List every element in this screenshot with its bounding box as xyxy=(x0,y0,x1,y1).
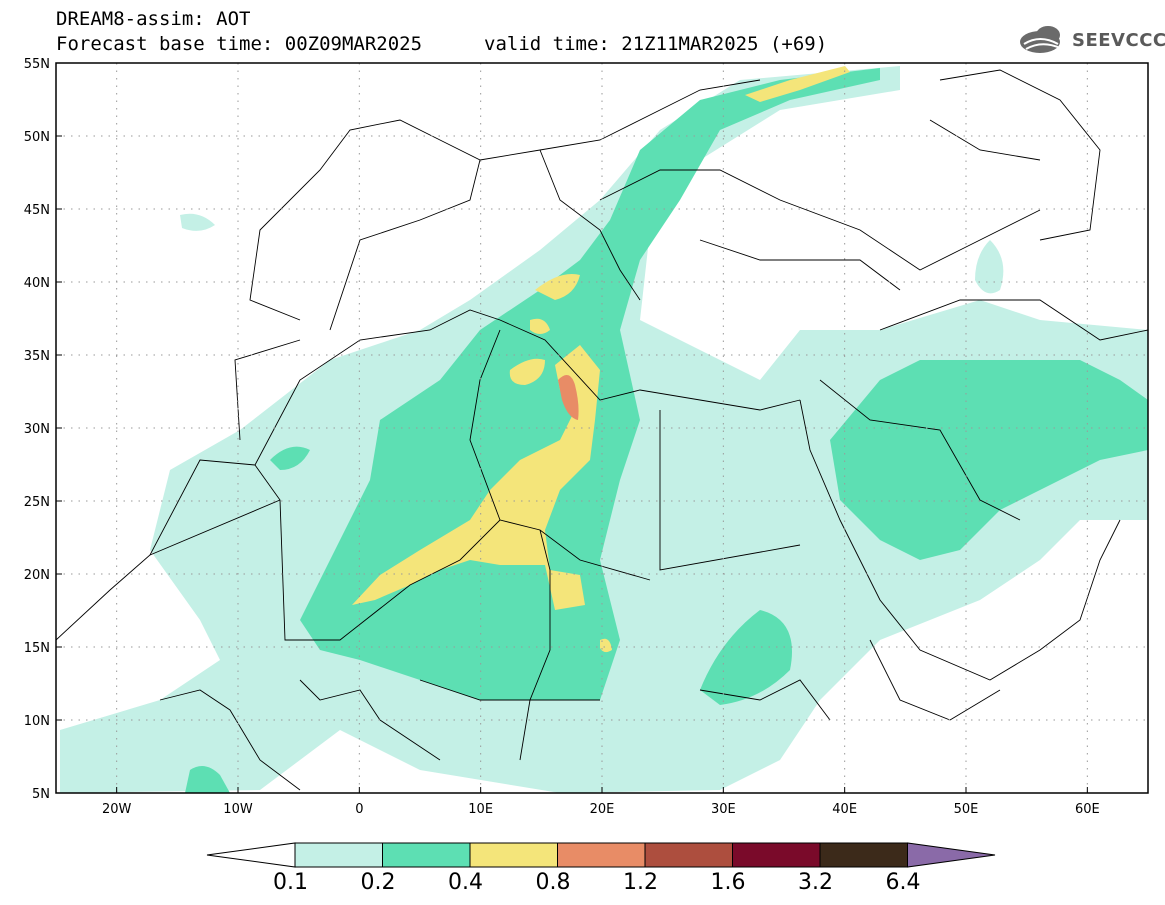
lon-tick-label: 20E xyxy=(590,802,615,817)
base-time-label: Forecast base time: 00Z09MAR2025 xyxy=(56,33,423,55)
colorbar-level-label: 6.4 xyxy=(885,870,921,895)
aot-region-very-high xyxy=(558,375,579,420)
aot-region-medium xyxy=(185,766,230,793)
cloud-logo-icon xyxy=(1020,26,1061,53)
lat-tick-label: 50N xyxy=(24,130,50,145)
lon-tick-label: 60E xyxy=(1075,802,1100,817)
aot-region-high xyxy=(530,318,550,334)
lon-tick-label: 20W xyxy=(102,802,132,817)
aot-region-light xyxy=(975,240,1004,294)
map-grid xyxy=(56,63,1148,793)
colorbar-level-label: 1.6 xyxy=(710,870,746,895)
lat-tick-label: 15N xyxy=(24,641,50,656)
valid-time-label: valid time: 21Z11MAR2025 (+69) xyxy=(484,33,828,55)
lat-tick-label: 30N xyxy=(24,422,50,437)
map-ticks: 20W 10W 0 10E 20E 30E 40E 50E 60E 5N 10N 15N 20N 25N 3… xyxy=(24,57,1100,817)
aot-region-high xyxy=(600,638,612,653)
colorbar-bin xyxy=(819,842,908,868)
colorbar xyxy=(206,842,996,868)
colorbar-level-label: 0.1 xyxy=(273,870,308,895)
aot-region-high xyxy=(535,274,580,300)
colorbar-level-label: 1.2 xyxy=(623,870,658,895)
lat-tick-label: 5N xyxy=(32,787,50,802)
colorbar-bin xyxy=(469,842,558,868)
lon-tick-label: 0 xyxy=(355,802,363,817)
aot-region-medium xyxy=(830,360,1148,560)
aot-region-medium xyxy=(270,446,310,470)
lat-tick-label: 45N xyxy=(24,203,50,218)
colorbar-level-label: 3.2 xyxy=(798,870,833,895)
aot-region-high xyxy=(352,345,600,610)
lat-tick-label: 25N xyxy=(24,495,50,510)
lon-tick-label: 30E xyxy=(711,802,736,817)
lon-tick-label: 10E xyxy=(468,802,493,817)
colorbar-level-label: 0.2 xyxy=(360,870,396,895)
colorbar-over-arrow xyxy=(907,842,996,868)
colorbar-bin xyxy=(294,842,383,868)
aot-region-light xyxy=(180,213,215,231)
country-borders xyxy=(56,69,1148,791)
colorbar-level-label: 0.4 xyxy=(448,870,483,895)
logo-text: SEEVCCC xyxy=(1072,30,1165,51)
lat-tick-label: 35N xyxy=(24,349,50,364)
aot-region-high xyxy=(745,66,850,102)
lat-tick-label: 20N xyxy=(24,568,50,583)
lat-tick-label: 10N xyxy=(24,714,50,729)
lon-tick-label: 10W xyxy=(223,802,253,817)
aot-region-high xyxy=(509,358,545,385)
aot-field xyxy=(56,63,1148,793)
lon-tick-label: 40E xyxy=(832,802,857,817)
chart-title: DREAM8-assim: AOT xyxy=(56,8,251,30)
lat-tick-label: 40N xyxy=(24,276,50,291)
colorbar-bin xyxy=(557,842,646,868)
colorbar-bin xyxy=(732,842,821,868)
colorbar-level-label: 0.8 xyxy=(535,870,571,895)
aot-region-medium xyxy=(700,610,792,705)
colorbar-bin xyxy=(644,842,733,868)
lat-tick-label: 55N xyxy=(24,57,50,72)
colorbar-under-arrow xyxy=(206,842,296,868)
colorbar-bin xyxy=(382,842,471,868)
lon-tick-label: 50E xyxy=(954,802,979,817)
